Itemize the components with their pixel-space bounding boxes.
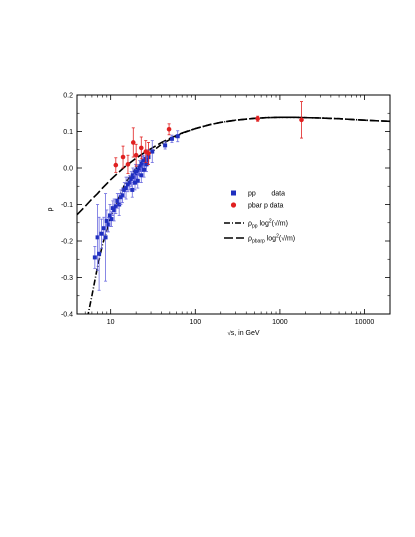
x-tick-label: 10000 <box>355 319 375 326</box>
y-tick-label: -0.1 <box>61 202 73 209</box>
data-point-pp <box>130 187 135 192</box>
data-point-pbarp <box>255 116 260 122</box>
x-axis-label-prefix: √ <box>227 330 231 337</box>
x-tick-label: 1000 <box>272 319 288 326</box>
x-axis-label: √s, in GeV <box>227 330 259 337</box>
data-point-pp <box>106 222 111 227</box>
data-point-pbarp <box>146 151 151 156</box>
plot-clipped-group <box>77 101 390 314</box>
legend-label: ρpbarp log2(√/m) <box>248 234 295 245</box>
data-point-pbarp <box>113 162 119 168</box>
data-point-pp <box>103 235 108 240</box>
data-point-pbarp <box>130 140 136 145</box>
data-point-pp <box>139 173 144 178</box>
y-tick-label: 0.1 <box>63 129 73 136</box>
legend-arg: (√/m) <box>279 235 295 243</box>
data-point-pp <box>127 180 132 185</box>
y-tick-label: 0.2 <box>63 93 73 100</box>
legend-rho: ρ <box>248 236 252 243</box>
data-point-pp <box>113 204 118 209</box>
data-point-pbarp <box>166 127 172 132</box>
legend-marker-pp <box>231 190 236 196</box>
data-point-pp <box>169 136 174 141</box>
data-point-pp <box>92 255 97 260</box>
data-point-pp <box>117 202 122 207</box>
data-point-pp <box>138 164 143 169</box>
legend-label: ρpp log2(√/m) <box>248 219 288 230</box>
data-point-pp <box>132 175 137 180</box>
legend-superscript: 2 <box>269 219 272 225</box>
data-point-pbarp <box>133 152 139 158</box>
data-point-pp <box>99 231 104 236</box>
data-point-pp <box>144 162 149 167</box>
x-tick-label: 10 <box>107 319 115 326</box>
data-point-pp <box>109 217 114 222</box>
plot-area <box>77 101 390 314</box>
data-point-pp <box>107 213 112 218</box>
axes: 10 100 1000 10000 0.2 0.1 0.0 -0.1 -0.2 -0.3 -0.4 √… <box>47 93 391 337</box>
data-point-pbarp <box>125 162 131 167</box>
data-point-pp <box>133 180 138 185</box>
x-tick-label: 100 <box>189 319 201 326</box>
y-tick-label: -0.2 <box>61 239 73 246</box>
data-point-pp <box>101 226 106 231</box>
legend-label: pp data <box>248 191 285 198</box>
data-point-pbarp <box>138 145 144 151</box>
y-axis-label: ρ <box>47 207 54 211</box>
data-point-pp <box>150 149 155 154</box>
x-axis-label-text: s, in GeV <box>231 330 260 337</box>
data-point-pp <box>163 143 168 148</box>
data-point-pp <box>95 235 100 240</box>
legend-label: pbar p data <box>248 203 284 210</box>
data-point-pp <box>112 207 117 212</box>
data-point-pp <box>97 251 102 256</box>
y-tick-label: -0.3 <box>61 275 73 282</box>
data-point-pbarp <box>299 117 304 123</box>
data-point-pp <box>104 218 109 223</box>
legend-subscript: pp <box>252 224 258 230</box>
legend-subscript: pbarp <box>252 239 265 245</box>
series-line-3 <box>77 116 390 216</box>
data-point-pp <box>115 198 120 203</box>
legend-superscript: 2 <box>276 234 279 240</box>
data-point-pp <box>124 186 129 191</box>
data-point-pbarp <box>120 154 126 160</box>
legend-log: log <box>258 221 269 228</box>
legend-log: log <box>265 236 276 243</box>
y-tick-label: 0.0 <box>63 166 73 173</box>
data-point-pp <box>145 157 150 162</box>
data-point-pp <box>120 193 125 198</box>
data-point-pp <box>135 178 140 183</box>
data-point-pp <box>140 161 145 166</box>
data-point-pp <box>129 176 134 181</box>
legend-rho: ρ <box>248 221 252 228</box>
legend-arg: (√/m) <box>272 220 288 228</box>
y-tick-label: -0.4 <box>61 312 73 319</box>
data-point-pp <box>175 134 180 139</box>
legend-marker-pbarp <box>230 202 237 208</box>
data-point-pp <box>142 167 147 172</box>
